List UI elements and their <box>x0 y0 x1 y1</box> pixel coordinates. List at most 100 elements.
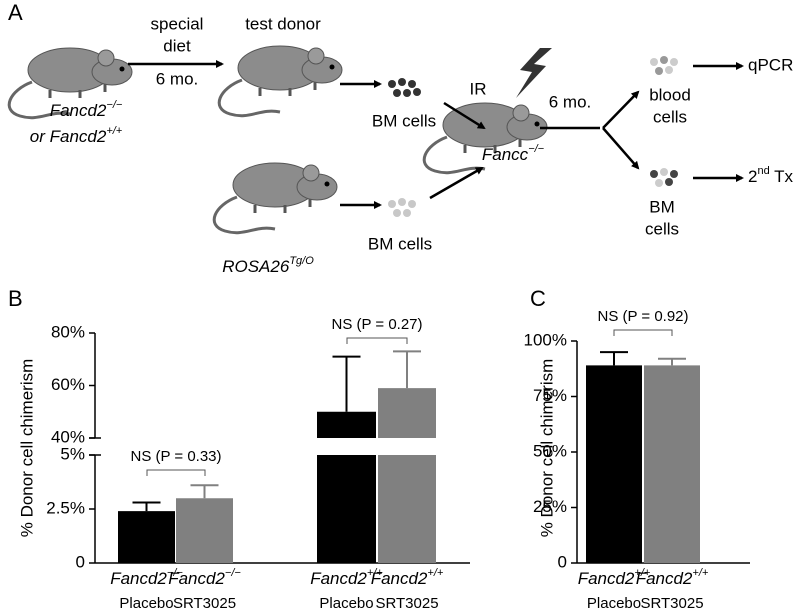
label: or Fancd2 <box>30 127 107 146</box>
mouse-icon <box>212 161 339 235</box>
superscript: +/+ <box>106 125 122 137</box>
panel-a: A special diet 6 mo. test donor Fancd2−/… <box>7 0 794 277</box>
label: BM <box>649 197 675 216</box>
label: 2nd Tx <box>748 165 794 187</box>
series-label: SRT3025 <box>375 595 438 612</box>
panel-letter: B <box>8 286 23 311</box>
category-label-text: Fancd2 <box>636 569 693 588</box>
label: ROSA26 <box>222 257 290 276</box>
superscript: +/+ <box>634 567 650 579</box>
y-tick-label: 50% <box>533 441 567 460</box>
label: Fancc <box>482 145 529 164</box>
bar <box>176 498 233 563</box>
label: Tx <box>770 167 794 186</box>
bar <box>118 511 175 563</box>
y-axis-title: % Donor cell chimerism <box>17 359 36 538</box>
y-tick-label: 0 <box>558 552 567 571</box>
y-tick-label: 25% <box>533 497 567 516</box>
bar <box>644 365 700 563</box>
superscript: −/− <box>106 99 122 111</box>
label: diet <box>163 36 191 55</box>
label: IR <box>470 79 487 98</box>
category-label: Fancd2+/+ <box>578 567 651 589</box>
y-tick-label: 5% <box>60 444 85 463</box>
panel-letter: C <box>530 286 546 311</box>
category-label: Fancd2−/− <box>110 567 183 589</box>
label: cells <box>653 107 687 126</box>
superscript: −/− <box>528 143 544 155</box>
radiation-icon <box>516 48 552 98</box>
series-label: Placebo <box>119 595 173 612</box>
category-label: Fancd2+/+ <box>310 567 383 589</box>
category-label: Fancd2+/+ <box>371 567 444 589</box>
genotype-label: ROSA26Tg/O <box>222 255 314 277</box>
label: 6 mo. <box>156 69 199 88</box>
cell-dots <box>388 78 421 97</box>
label: 6 mo. <box>549 92 592 111</box>
error-bar <box>393 350 421 389</box>
label: 2 <box>748 167 757 186</box>
cell-dots <box>650 56 678 75</box>
genotype-label: Fancd2−/− <box>50 99 123 121</box>
label: BM cells <box>372 111 436 130</box>
label: blood <box>649 85 691 104</box>
genotype-label: Fancc−/− <box>482 143 545 165</box>
significance-bracket <box>613 329 673 336</box>
superscript: −/− <box>225 567 241 579</box>
y-tick-label: 40% <box>51 427 85 446</box>
label: Fancd2 <box>50 101 107 120</box>
label: test donor <box>245 14 321 33</box>
superscript: +/+ <box>367 567 383 579</box>
label: special <box>151 14 204 33</box>
bar <box>317 411 376 563</box>
annotation: NS (P = 0.33) <box>130 448 221 465</box>
series-label: Placebo <box>319 595 373 612</box>
superscript: nd <box>757 165 769 177</box>
y-tick-label: 2.5% <box>46 498 85 517</box>
significance-bracket <box>346 337 408 344</box>
arrow <box>602 90 640 129</box>
label: qPCR <box>748 55 793 74</box>
superscript: −/− <box>167 567 183 579</box>
annotation: NS (P = 0.27) <box>331 316 422 333</box>
y-axis-title: % Donor cell chimerism <box>537 359 556 538</box>
y-tick-label: 0 <box>76 552 85 571</box>
category-label-text: Fancd2 <box>371 569 428 588</box>
y-tick-label: 80% <box>51 322 85 341</box>
panel-letter: A <box>8 0 23 25</box>
y-tick-label: 60% <box>51 375 85 394</box>
error-bar <box>332 355 361 412</box>
category-label-text: Fancd2 <box>110 569 167 588</box>
superscript: Tg/O <box>289 255 314 267</box>
series-label: SRT3025 <box>640 595 703 612</box>
y-tick-label: 100% <box>524 330 567 349</box>
category-label-text: Fancd2 <box>310 569 367 588</box>
arrow <box>429 166 484 200</box>
error-bar <box>600 351 628 366</box>
category-label: Fancd2+/+ <box>636 567 709 589</box>
superscript: +/+ <box>692 567 708 579</box>
error-bar <box>132 501 161 512</box>
superscript: +/+ <box>427 567 443 579</box>
cell-dots <box>650 168 678 187</box>
error-bar <box>190 484 219 499</box>
category-label-text: Fancd2 <box>168 569 225 588</box>
mouse-icon <box>217 44 344 118</box>
label: BM cells <box>368 234 432 253</box>
bar <box>586 365 642 563</box>
cell-dots <box>388 198 416 217</box>
category-label: Fancd2−/− <box>168 567 241 589</box>
y-tick-label: 75% <box>533 386 567 405</box>
arrow <box>602 127 640 170</box>
category-label-text: Fancd2 <box>578 569 635 588</box>
series-label: SRT3025 <box>173 595 236 612</box>
genotype-label: or Fancd2+/+ <box>30 125 123 147</box>
significance-bracket <box>146 469 206 476</box>
arrow <box>443 101 486 130</box>
label: cells <box>645 219 679 238</box>
annotation: NS (P = 0.92) <box>597 308 688 325</box>
series-label: Placebo <box>587 595 641 612</box>
error-bar <box>658 357 686 366</box>
bar <box>378 388 436 563</box>
